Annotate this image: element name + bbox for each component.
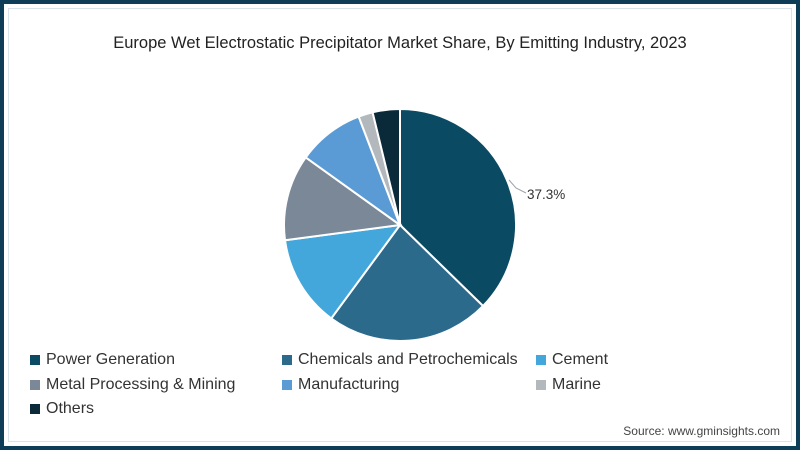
legend-label: Cement <box>552 351 609 368</box>
legend-label: Chemicals and Petrochemicals <box>298 351 518 368</box>
pie-slice-metal-processing-mining <box>283 156 403 242</box>
pie-slice-power-generation <box>399 107 517 308</box>
legend-item-power-generation: Power Generation <box>30 351 175 369</box>
legend-item-chemicals: Chemicals and Petrochemicals <box>282 351 518 369</box>
legend-item-manufacturing: Manufacturing <box>282 376 399 394</box>
legend-label: Metal Processing & Mining <box>46 376 236 393</box>
pie-slice-cement <box>283 223 403 320</box>
legend-item-marine: Marine <box>536 376 601 394</box>
legend-item-cement: Cement <box>536 351 608 369</box>
legend-label: Others <box>46 400 95 417</box>
pie-slice-others <box>371 107 401 226</box>
legend-swatch <box>536 380 546 390</box>
chart-inner-border <box>8 8 792 442</box>
legend-item-others: Others <box>30 400 94 418</box>
legend-swatch <box>282 355 292 365</box>
pie-slice-chemicals-and-petrochemicals <box>329 223 485 342</box>
annotation-label: 37.3% <box>527 187 565 202</box>
legend-swatch <box>30 355 40 365</box>
legend-label: Manufacturing <box>298 376 400 393</box>
legend-swatch <box>30 404 40 414</box>
annotation-leader-line <box>508 179 527 194</box>
source-credit: Source: www.gminsights.com <box>623 424 780 438</box>
legend-label: Power Generation <box>46 351 175 368</box>
legend-swatch <box>536 355 546 365</box>
legend-swatch <box>282 380 292 390</box>
pie-slices <box>283 107 517 342</box>
legend-swatch <box>30 380 40 390</box>
legend-label: Marine <box>552 376 601 393</box>
chart-title: Europe Wet Electrostatic Precipitator Ma… <box>113 34 687 52</box>
legend-item-metal-processing: Metal Processing & Mining <box>30 376 235 394</box>
